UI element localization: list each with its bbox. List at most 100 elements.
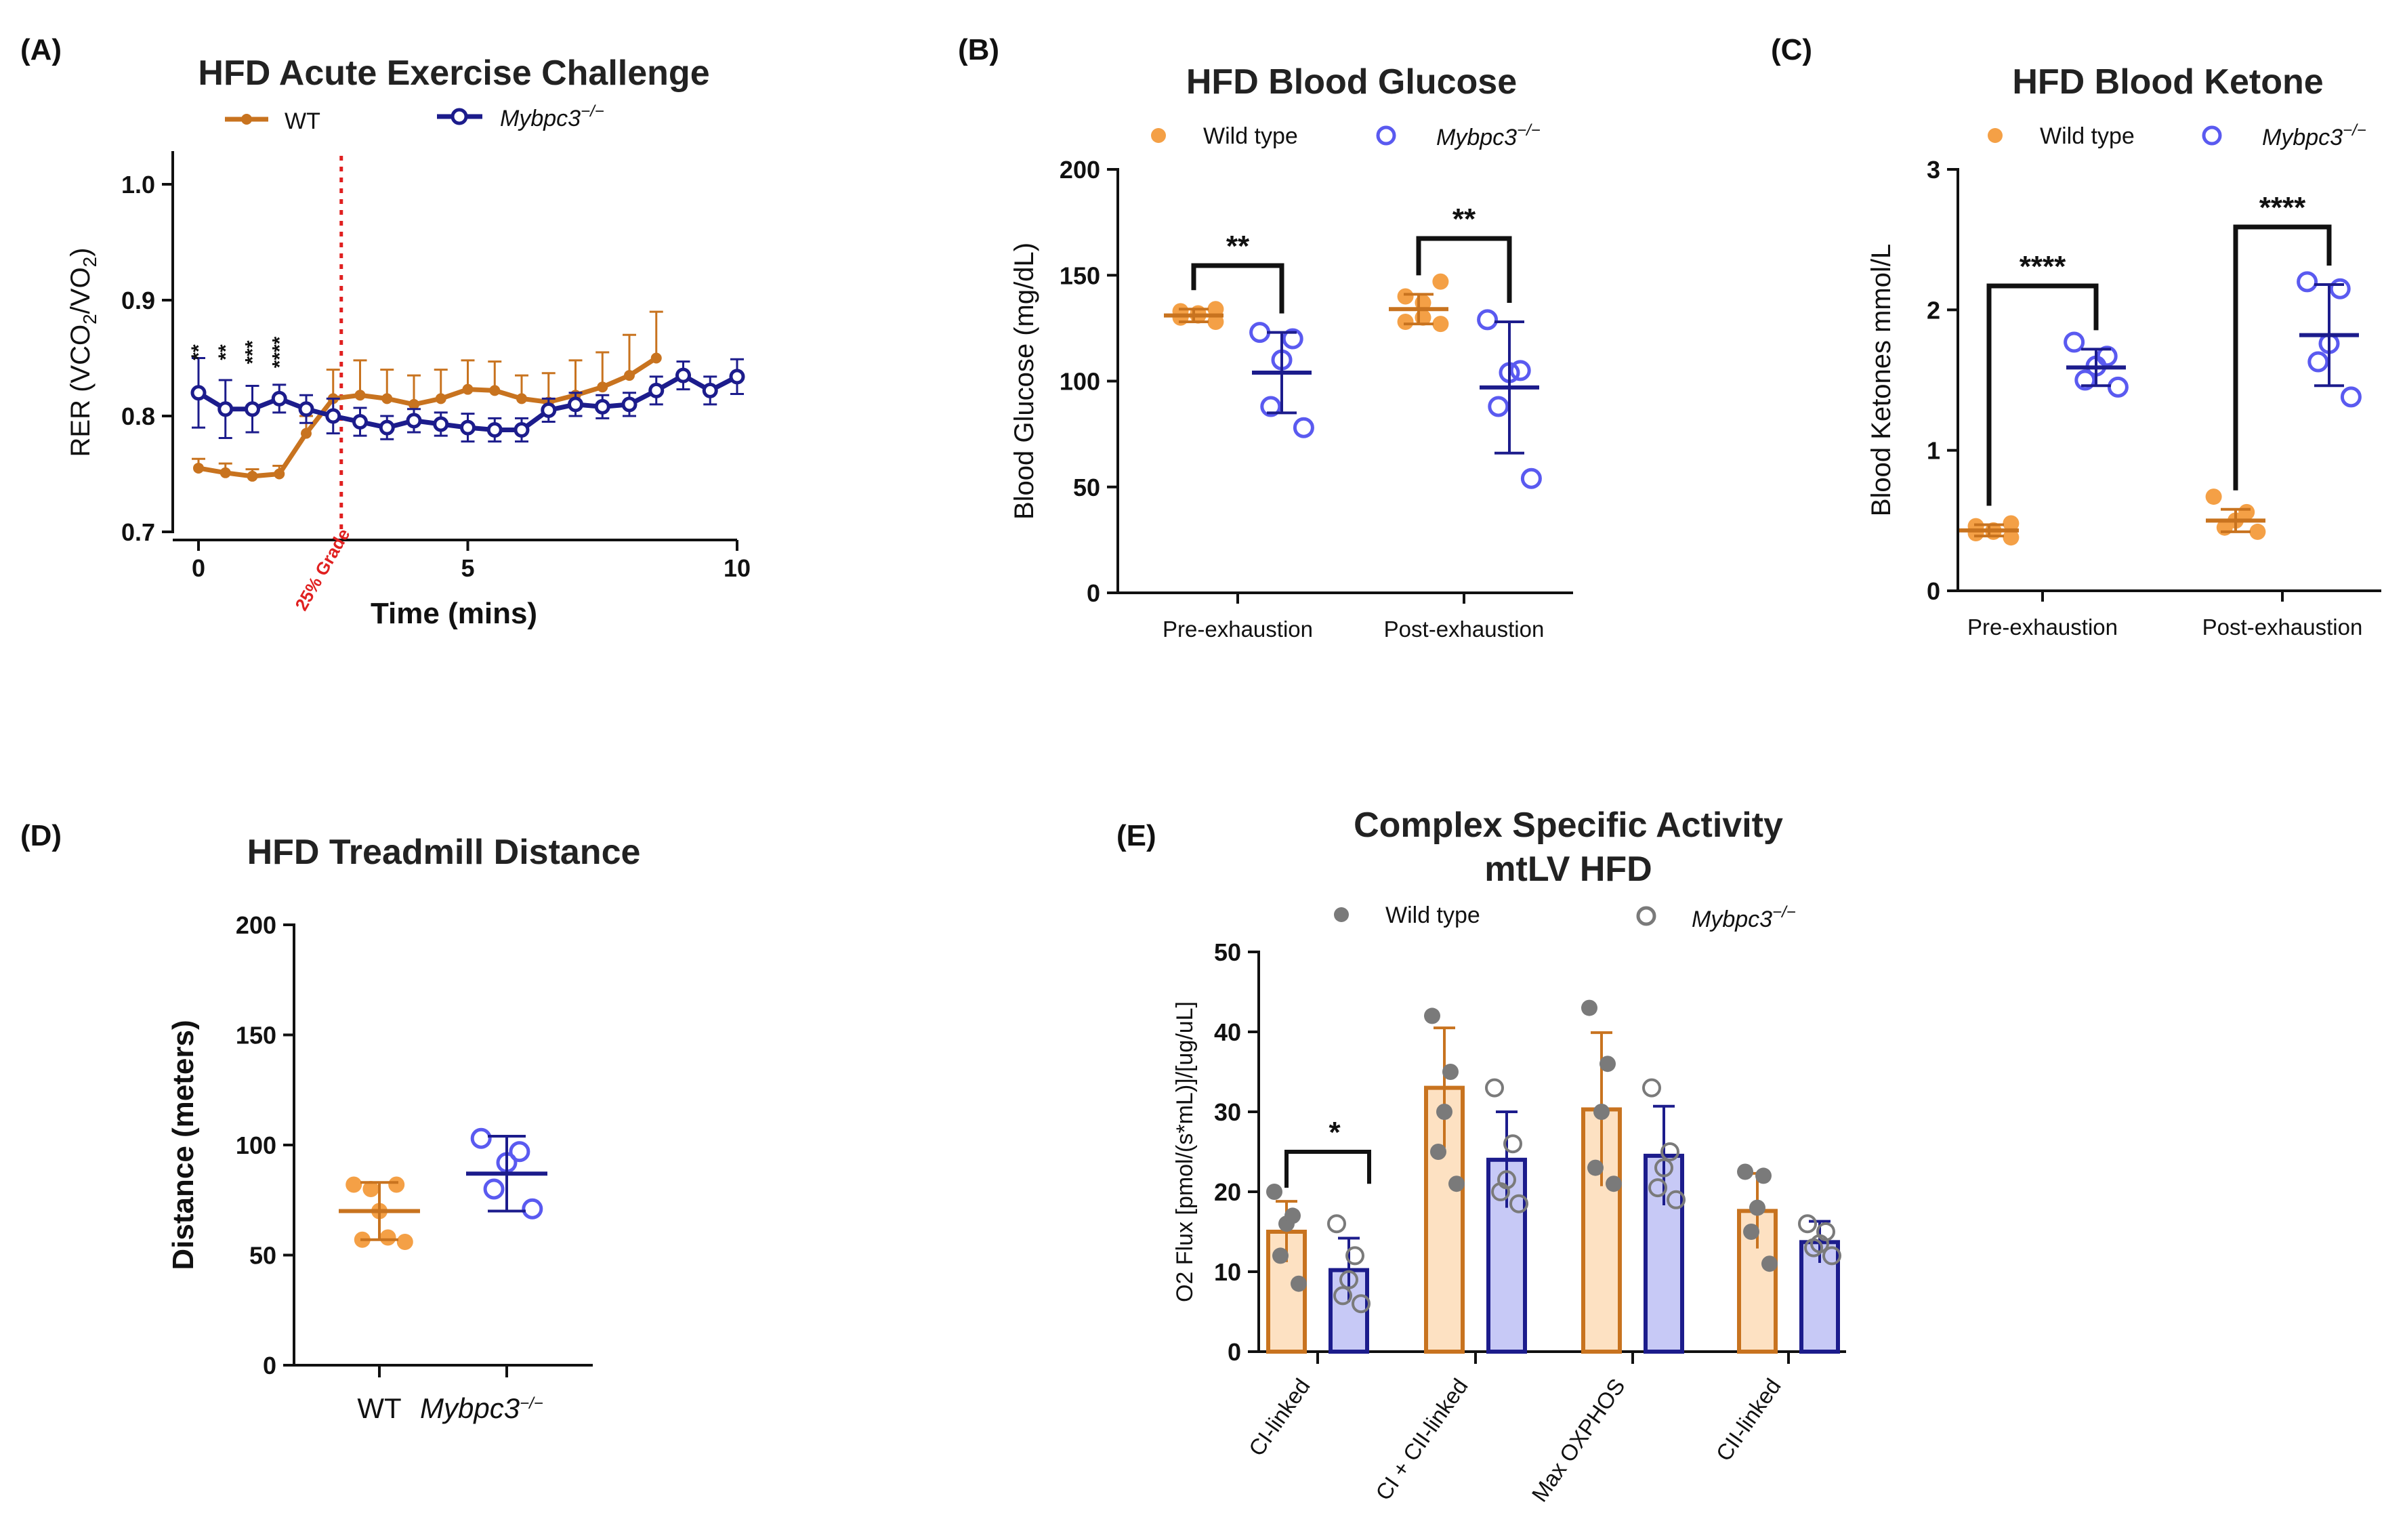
data-point bbox=[190, 385, 207, 401]
category-1: CI + CII-linked bbox=[1371, 1007, 1528, 1505]
significance-bracket bbox=[2233, 224, 2332, 491]
y-tick-label: 200 bbox=[236, 911, 276, 939]
chart-title: HFD Treadmill Distance bbox=[247, 833, 641, 872]
y-tick-label: 1 bbox=[1927, 437, 1940, 465]
x-tick-label: 0 bbox=[192, 554, 205, 582]
data-point bbox=[2107, 376, 2129, 398]
legend-marker-wt bbox=[1334, 907, 1349, 922]
data-point bbox=[489, 385, 501, 396]
data-point bbox=[486, 422, 503, 438]
panel-label: (D) bbox=[20, 819, 62, 852]
y-tick-label: 20 bbox=[1214, 1178, 1241, 1206]
panel-label: (C) bbox=[1771, 33, 1812, 66]
significance-bracket bbox=[1191, 263, 1284, 314]
significance-label: ** bbox=[188, 344, 210, 360]
significance-label: ** bbox=[215, 344, 237, 360]
data-point bbox=[597, 381, 608, 393]
data-point bbox=[1599, 1056, 1616, 1073]
legend-marker-ko bbox=[1376, 125, 1396, 146]
data-point bbox=[193, 462, 204, 474]
data-point bbox=[1587, 1159, 1604, 1176]
data-point bbox=[568, 396, 583, 413]
data-point bbox=[2297, 271, 2318, 293]
data-point bbox=[1339, 1270, 1358, 1289]
y-tick-label: 100 bbox=[236, 1131, 276, 1159]
y-tick-label: 1.0 bbox=[121, 171, 155, 199]
x-tick-label: CII-linked bbox=[1711, 1374, 1785, 1465]
y-tick-label: 0 bbox=[1927, 577, 1940, 605]
y-tick-label: 0 bbox=[263, 1352, 276, 1379]
data-point bbox=[675, 367, 691, 383]
y-tick-label: 3 bbox=[1927, 156, 1940, 184]
data-point bbox=[2064, 331, 2085, 353]
data-point bbox=[516, 393, 527, 404]
data-point bbox=[483, 1178, 505, 1200]
category-2: Max OXPHOS bbox=[1526, 999, 1686, 1506]
y-tick-label: 50 bbox=[1073, 474, 1100, 501]
significance-bracket bbox=[1416, 236, 1512, 303]
legend-marker-ko bbox=[451, 108, 468, 125]
data-point bbox=[325, 408, 341, 424]
data-point bbox=[1207, 314, 1224, 330]
y-tick-label: 150 bbox=[1060, 262, 1100, 289]
chart-title: HFD Acute Exercise Challenge bbox=[198, 54, 709, 93]
data-point bbox=[1432, 273, 1449, 290]
panel-label: (A) bbox=[20, 33, 62, 66]
y-tick-label: 40 bbox=[1214, 1018, 1241, 1046]
data-point bbox=[2307, 351, 2329, 373]
data-point bbox=[406, 413, 422, 429]
x-tick-label: 5 bbox=[461, 554, 474, 582]
x-tick-label: Mybpc3−/− bbox=[420, 1392, 543, 1424]
legend-label-wt: WT bbox=[285, 108, 320, 134]
data-point bbox=[2329, 278, 2351, 299]
data-point bbox=[648, 382, 665, 398]
chart-title: HFD Blood Ketone bbox=[2012, 62, 2323, 102]
significance-bracket bbox=[1284, 1150, 1371, 1188]
data-point bbox=[362, 1181, 379, 1197]
data-point bbox=[1432, 316, 1449, 333]
data-point bbox=[1822, 1246, 1841, 1266]
data-point bbox=[2238, 503, 2255, 520]
data-point bbox=[396, 1234, 413, 1250]
data-point bbox=[1816, 1222, 1835, 1241]
data-point bbox=[1755, 1167, 1772, 1184]
significance-label: **** bbox=[2020, 250, 2066, 283]
y-axis-title: O2 Flux [pmol/(s*mL)]/[ug/uL] bbox=[1172, 1001, 1198, 1302]
data-point bbox=[594, 398, 610, 415]
legend-label-wt: Wild type bbox=[2040, 123, 2135, 149]
x-tick-label: Pre-exhaustion bbox=[1967, 615, 2118, 640]
data-point bbox=[1272, 1247, 1289, 1264]
data-point bbox=[301, 428, 312, 439]
y-tick-label: 0.7 bbox=[121, 518, 155, 546]
y-tick-label: 30 bbox=[1214, 1098, 1241, 1126]
panel-label: (B) bbox=[958, 33, 999, 66]
legend-label-wt: Wild type bbox=[1203, 123, 1298, 149]
y-tick-label: 200 bbox=[1060, 156, 1100, 184]
panel-d: (D) HFD Treadmill Distance 0 50 100 150 200 Dis… bbox=[20, 819, 640, 1424]
data-point bbox=[2249, 523, 2266, 540]
y-tick-label: 100 bbox=[1060, 368, 1100, 396]
data-point bbox=[1442, 1064, 1459, 1080]
data-point bbox=[346, 1176, 362, 1193]
series-wt bbox=[192, 310, 663, 482]
data-point bbox=[1509, 1194, 1528, 1213]
data-point bbox=[1291, 1275, 1307, 1292]
significance-label: **** bbox=[268, 336, 291, 368]
data-point bbox=[379, 419, 395, 436]
y-axis-title: Distance (meters) bbox=[167, 1020, 200, 1270]
data-point bbox=[1430, 1144, 1446, 1160]
data-point bbox=[1397, 288, 1414, 305]
panel-a: (A) HFD Acute Exercise Challenge WT Mybpc3−… bbox=[20, 33, 751, 630]
data-point bbox=[522, 1198, 543, 1220]
legend-label-ko: Mybpc3−/− bbox=[2262, 121, 2366, 150]
data-point bbox=[1737, 1163, 1753, 1180]
data-point bbox=[650, 352, 662, 364]
data-point bbox=[1642, 1078, 1661, 1098]
x-tick-label: Max OXPHOS bbox=[1526, 1374, 1629, 1506]
category-3: CII-linked bbox=[1711, 1163, 1841, 1465]
data-point bbox=[298, 401, 314, 417]
group-wt bbox=[339, 1176, 420, 1377]
data-point bbox=[1581, 999, 1597, 1016]
data-point bbox=[1397, 314, 1414, 330]
